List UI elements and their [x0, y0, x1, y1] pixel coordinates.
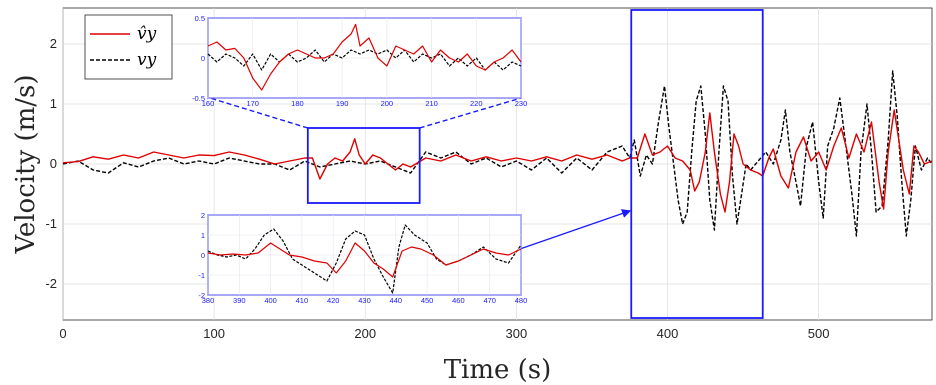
main-series-vhat-y [62, 109, 933, 213]
inset-bottom-series-group [207, 224, 522, 294]
inset-bottom-y-tick-label: 2 [201, 211, 205, 220]
inset-bottom-plot: 380 390 400 410 420 430 440 450 460 470 480 -2 -1 0 1 2 [198, 211, 527, 305]
inset-bottom-x-tick-label: 420 [327, 296, 340, 305]
inset-top-series-vhat-y [207, 23, 522, 91]
inset-top-x-tick-label: 200 [381, 99, 394, 108]
inset-top-x-tick-label: 160 [202, 99, 215, 108]
inset-bottom-x-tick-label: 380 [202, 296, 215, 305]
inset-bottom-x-tick-label: 400 [264, 296, 277, 305]
x-tick-label: 400 [657, 326, 679, 341]
legend-label-vhat-y: v̂y [137, 24, 157, 44]
zoom-box-1 [306, 127, 421, 204]
inset-top-x-tick-label: 170 [246, 99, 259, 108]
inset-bottom-x-tick-label: 470 [483, 296, 496, 305]
inset-bottom-x-tick-label: 430 [358, 296, 371, 305]
legend-label-v-y: vy [137, 50, 157, 70]
zoom-indicators [209, 9, 764, 319]
zoom-arrow [520, 209, 632, 250]
main-series-v-y [62, 70, 933, 237]
inset-top-series-v-y [207, 49, 522, 71]
inset-bottom-x-tick-label: 410 [296, 296, 309, 305]
x-tick-label: 300 [506, 326, 528, 341]
inset-top-x-tick-label: 220 [470, 99, 483, 108]
inset-bottom-x-tick-label: 390 [233, 296, 246, 305]
inset-bottom-y-tick-label: -2 [198, 291, 205, 300]
y-tick-label: 2 [50, 36, 57, 51]
inset-top-y-tick-label: 0 [201, 54, 205, 63]
inset-bottom-x-tick-label: 480 [515, 296, 528, 305]
y-tick-label: -1 [45, 216, 57, 231]
x-tick-label: 500 [808, 326, 830, 341]
inset-bottom-x-tick-label: 440 [390, 296, 403, 305]
inset-top-y-tick-label: -0.5 [192, 94, 205, 103]
inset-top-x-tick-label: 180 [291, 99, 304, 108]
inset-bottom-y-tick-label: 0 [201, 251, 205, 260]
x-tick-label: 200 [354, 326, 376, 341]
y-tick-label: 0 [50, 156, 57, 171]
inset-top-x-tick-label: 190 [336, 99, 349, 108]
inset-top-y-tick-label: 0.5 [195, 14, 205, 23]
zoom-connector-left [209, 97, 309, 129]
zoom-connector-right [419, 97, 522, 129]
inset-bottom-y-tick-label: 1 [201, 231, 205, 240]
inset-top-x-tick-label: 230 [515, 99, 528, 108]
zoom-box-2 [630, 9, 764, 319]
x-tick-label: 0 [59, 326, 66, 341]
y-axis-title: Velocity (m/s) [11, 74, 41, 254]
inset-bottom-series-vhat-y [207, 242, 522, 278]
legend-box [84, 14, 173, 80]
x-tick-label: 100 [203, 326, 225, 341]
y-tick-label: 1 [50, 96, 57, 111]
inset-top-x-tick-label: 210 [425, 99, 438, 108]
main-series-group [62, 70, 933, 237]
x-axis-title: Time (s) [444, 355, 552, 385]
inset-bottom-y-tick-label: -1 [198, 271, 205, 280]
inset-bottom-x-tick-label: 450 [421, 296, 434, 305]
inset-top-series-group [207, 23, 522, 91]
inset-bottom-x-tick-label: 460 [452, 296, 465, 305]
y-tick-label: -2 [45, 276, 57, 291]
inset-top-plot: 160 170 180 190 200 210 220 230 -0.5 0 0.5 [192, 14, 527, 108]
legend: v̂y vy [84, 14, 173, 80]
